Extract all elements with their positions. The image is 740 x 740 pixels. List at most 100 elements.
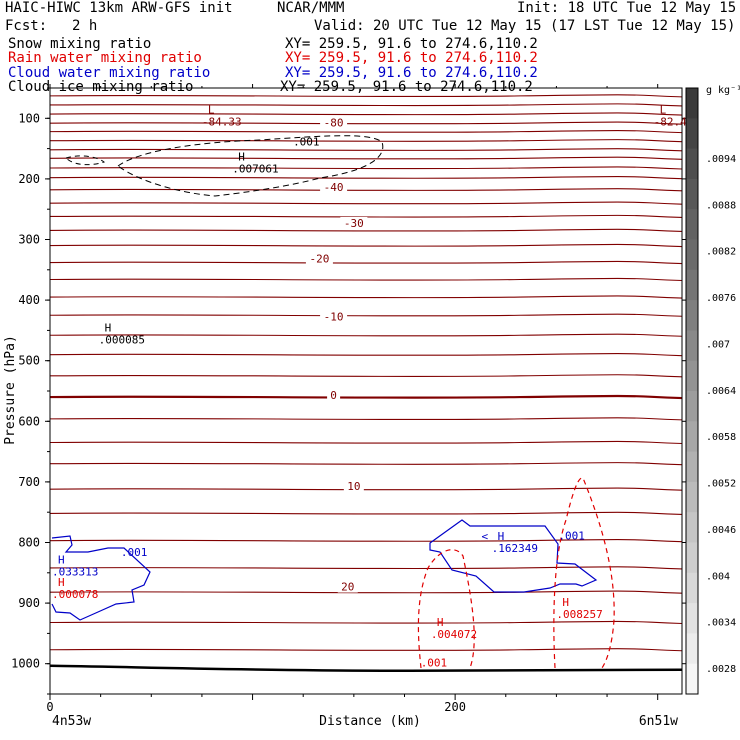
y-tick-label: 800 — [18, 536, 40, 550]
isotherm-line — [49, 417, 683, 421]
colorbar-swatch — [686, 360, 698, 392]
isotherm-line — [49, 277, 683, 282]
colorbar-swatch — [686, 451, 698, 483]
colorbar-swatch — [686, 542, 698, 574]
rain-contour-right — [553, 477, 615, 669]
extremum-value: .008257 — [556, 608, 602, 621]
temperature-labels: -80 -40 -30 -20 -10 0 10 20 — [305, 116, 368, 594]
label-mask — [320, 181, 348, 194]
cloud-water-contour-left — [51, 535, 151, 621]
isotherm-line — [49, 566, 683, 570]
colorbar-swatch — [686, 239, 698, 271]
colorbar-swatch — [686, 300, 698, 331]
temperature-label: -30 — [344, 217, 364, 230]
isotherm-line — [49, 539, 683, 543]
isotherm-line — [49, 620, 683, 625]
isotherm-line — [49, 313, 683, 317]
isotherm-line — [49, 440, 683, 445]
extremum-value: .007061 — [232, 163, 278, 176]
contour-label: < — [481, 530, 488, 543]
fcst-value: 2 h — [72, 18, 98, 34]
label-mask — [340, 216, 368, 229]
extremum-value: -84.33 — [202, 115, 242, 128]
colorbar-label: .0052 — [706, 479, 736, 490]
label-mask — [305, 252, 333, 265]
isotherm-line — [49, 166, 683, 170]
isotherm-line — [49, 176, 683, 180]
colorbar-label: .0076 — [706, 293, 736, 304]
colorbar: .0094 .0088 .0082 .0076 .007 .0064 .0058 .0052.… — [685, 87, 736, 695]
valid-time: Valid: 20 UTC Tue 12 May 15 (17 LST Tue … — [314, 18, 736, 34]
temperature-label: -20 — [309, 253, 329, 266]
contour-label: .001 — [558, 529, 585, 542]
colorbar-swatch — [686, 633, 698, 665]
isotherm-line — [49, 188, 683, 192]
isotherm-line — [49, 590, 683, 594]
label-mask — [320, 116, 348, 129]
colorbar-label: .0028 — [706, 664, 736, 675]
isotherm-line — [49, 139, 683, 143]
label-mask — [327, 389, 341, 402]
colorbar-swatch — [686, 209, 698, 240]
fcst-label: Fcst: — [5, 18, 48, 34]
extremum-letter: H — [498, 530, 505, 543]
extremum-value: .000085 — [99, 334, 145, 347]
x-endpoint-right: 6n51w — [639, 714, 678, 729]
extremum-letter: H — [105, 322, 112, 335]
colorbar-swatch — [686, 572, 698, 604]
colorbar-swatch — [686, 481, 698, 513]
y-tick-label: 600 — [18, 414, 40, 428]
surface-line — [49, 664, 683, 673]
colorbar-swatch — [686, 118, 698, 150]
mixing-ratio-contours — [51, 135, 615, 669]
x-axis-label: Distance (km) — [319, 714, 421, 729]
y-tick-label: 700 — [18, 475, 40, 489]
isotherm-line — [49, 648, 683, 652]
colorbar-unit: g kg⁻¹ — [706, 85, 740, 96]
contour-label: .001 — [121, 546, 147, 559]
rain-contour-left — [417, 549, 475, 669]
isotherm-line — [49, 243, 683, 248]
isotherm-line — [49, 394, 683, 400]
colorbar-label: .0088 — [706, 200, 736, 211]
plot-frame — [49, 87, 683, 695]
y-tick-label: 100 — [18, 111, 40, 125]
label-mask — [343, 479, 364, 492]
field-xy-cloud-ice: XY= 259.5, 91.6 to 274.6,110.2 — [280, 79, 533, 95]
isotherm-line — [49, 112, 683, 116]
colorbar-frame — [685, 87, 699, 695]
isotherm-line — [49, 103, 683, 107]
extremum-letter: H — [58, 576, 65, 589]
extremum-value: .000078 — [52, 588, 98, 601]
init-time: Init: 18 UTC Tue 12 May 15 — [517, 0, 737, 16]
y-tick-label: 300 — [18, 233, 40, 247]
contour-label: .001 — [421, 657, 448, 670]
extremum-letter: L — [208, 103, 215, 116]
colorbar-label: .007 — [706, 339, 730, 350]
colorbar-swatch — [686, 330, 698, 362]
field-xy-snow: XY= 259.5, 91.6 to 274.6,110.2 — [285, 36, 538, 52]
extremum-letter: H — [58, 554, 65, 567]
isotherm-line — [49, 156, 683, 160]
colorbar-swatch — [686, 663, 698, 695]
colorbar-swatch — [686, 512, 698, 543]
x-endpoint-left: 4n53w — [52, 714, 91, 729]
contour-labels: .001 .001 .001 < .001 — [121, 136, 585, 670]
extrema-labels: L-84.33L-82.47H.007061H.000085H.162349H.… — [52, 103, 693, 641]
y-tick-label: 900 — [18, 596, 40, 610]
isotherm-line — [49, 214, 683, 219]
snow-contour — [117, 135, 384, 197]
isotherm-line — [49, 511, 683, 515]
snow-contour-small — [65, 155, 106, 166]
extremum-letter: H — [238, 151, 245, 164]
extremum-letter: L — [660, 103, 667, 116]
extremum-letter: H — [437, 616, 444, 629]
isotherm-line — [49, 353, 683, 357]
x-tick-label: 200 — [444, 700, 466, 714]
isotherm-line — [49, 121, 683, 125]
isotherm-line — [49, 94, 683, 98]
colorbar-label: .0064 — [706, 386, 736, 397]
y-tick-label: 1000 — [11, 657, 40, 671]
isotherm-line — [49, 333, 683, 337]
